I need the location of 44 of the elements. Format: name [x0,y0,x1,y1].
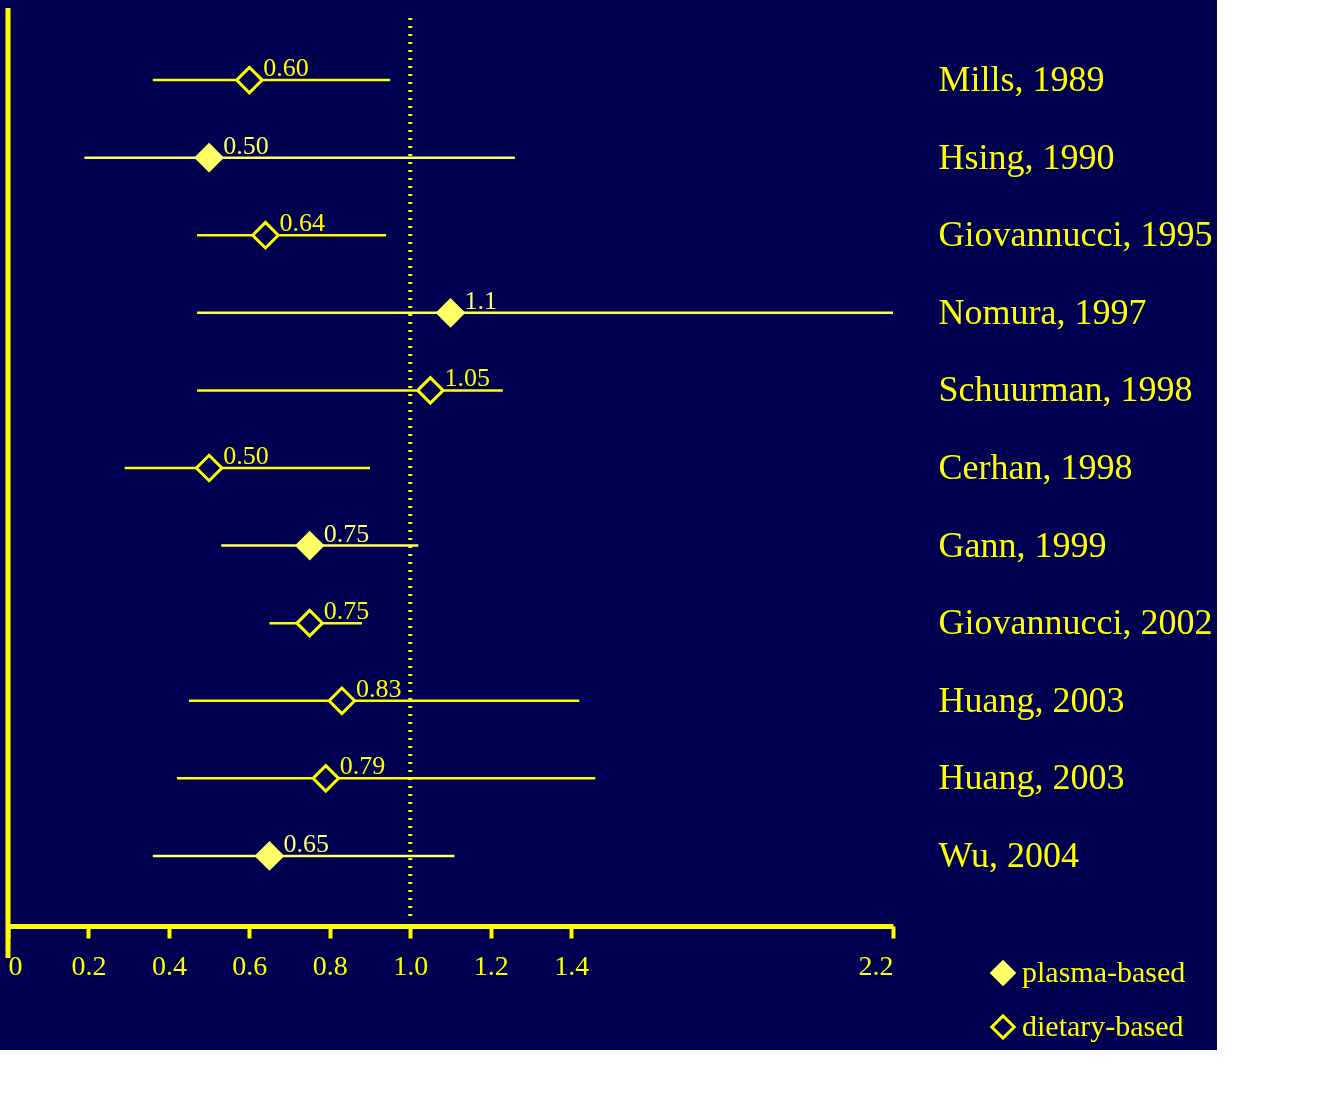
point [311,764,341,793]
y-tick-label: Giovannucci, 2002 [938,602,1213,643]
x-tick-label: 0.6 [232,949,268,981]
legend-label: plasma-based [1022,955,1186,988]
y-tick-label: Nomura, 1997 [938,291,1147,332]
x-tick-label: 0.2 [71,949,107,981]
x-tick-label: 0.4 [151,949,187,981]
data-label: 1.05 [444,363,490,393]
y-tick-label: Gann, 1999 [938,524,1107,565]
point [295,608,324,638]
x-tick-label: 2.2 [858,949,894,981]
data-label: 0.75 [323,518,370,548]
legend-label: dietary-based [1022,1009,1184,1042]
point [295,531,324,560]
data-label: 0.64 [279,208,325,238]
data-label: 1.1 [464,285,497,315]
data-label: 0.60 [263,53,309,83]
data-label: 0.75 [323,596,370,626]
x-tick-label: 1.2 [473,949,509,981]
point [255,841,284,871]
point [194,453,224,483]
point [416,376,445,405]
y-tick-label: Mills, 1989 [938,59,1105,100]
x-tick-label: 0.8 [312,949,348,981]
point [436,298,465,328]
y-tick-label: Huang, 2003 [938,679,1125,720]
data-label: 0.50 [223,441,269,470]
x-tick-label: 1.4 [554,949,590,981]
y-tick-label: Hsing, 1990 [938,136,1115,177]
y-tick-label: Huang, 2003 [938,757,1125,798]
data-label: 0.79 [339,751,386,781]
y-tick-label: Giovannucci, 1995 [938,214,1213,255]
data-label: 0.50 [223,130,269,160]
y-tick-label: Schuurman, 1998 [938,369,1193,410]
y-tick-label: Cerhan, 1998 [938,447,1133,487]
data-label: 0.83 [355,673,402,703]
point [235,65,264,95]
data-label: 0.65 [283,828,329,858]
x-tick-label: 0 [8,949,23,981]
y-tick-label: Wu, 2004 [938,834,1080,875]
point [327,686,357,716]
x-tick-label: 1.0 [393,949,429,981]
point [251,220,280,250]
point [194,143,224,172]
